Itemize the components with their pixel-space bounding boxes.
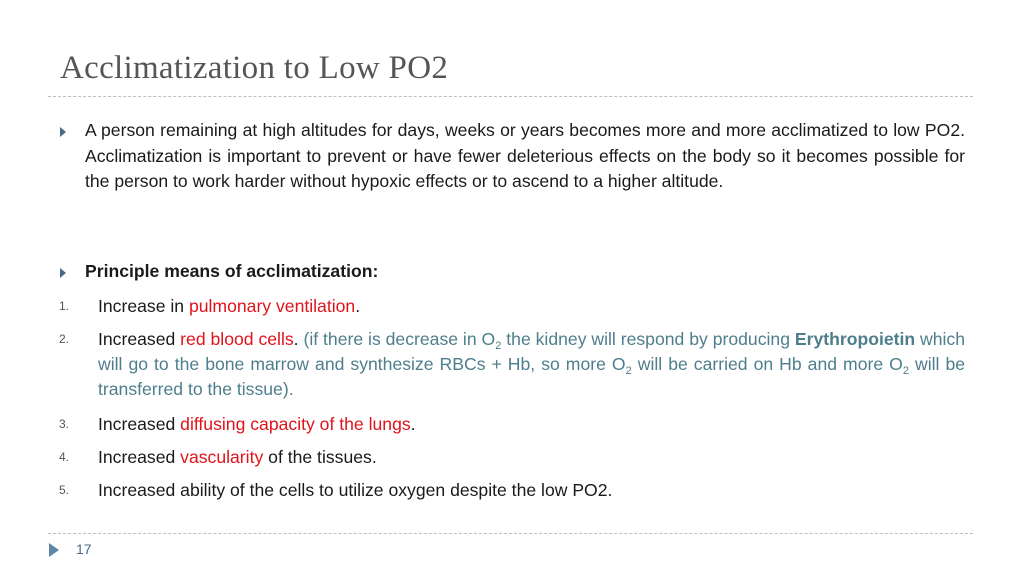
triangle-bullet-icon — [60, 268, 66, 278]
triangle-bullet-icon — [60, 127, 66, 137]
list-number: 3. — [59, 417, 70, 431]
highlight-term: diffusing capacity of the lungs — [180, 414, 411, 434]
erythropoietin-term: Erythropoietin — [794, 329, 916, 349]
list-item-text: Increased red blood cells. (if there is … — [98, 329, 966, 399]
list-number: 4. — [59, 450, 70, 464]
highlight-term: vascularity — [180, 447, 264, 467]
highlight-term: red blood cells — [180, 329, 294, 349]
list-number: 1. — [59, 299, 70, 313]
intro-paragraph: A person remaining at high altitudes for… — [85, 120, 965, 191]
list-number: 2. — [59, 332, 70, 346]
list-item-text: Increased diffusing capacity of the lung… — [98, 414, 416, 434]
section-heading: Principle means of acclimatization: — [85, 261, 379, 281]
title-divider — [48, 96, 973, 97]
list-item-text: Increased ability of the cells to utiliz… — [98, 480, 613, 500]
slide-title: Acclimatization to Low PO2 — [60, 50, 449, 86]
page-number: 17 — [76, 541, 92, 557]
list-item-text: Increased vascularity of the tissues. — [98, 447, 377, 467]
footer-divider — [48, 533, 973, 534]
list-item-text: Increase in pulmonary ventilation. — [98, 296, 361, 316]
explanatory-note: (if there is decrease in O2 the kidney w… — [98, 329, 966, 399]
footer-triangle-icon — [49, 543, 59, 557]
list-number: 5. — [59, 483, 70, 497]
highlight-term: pulmonary ventilation — [188, 296, 356, 316]
